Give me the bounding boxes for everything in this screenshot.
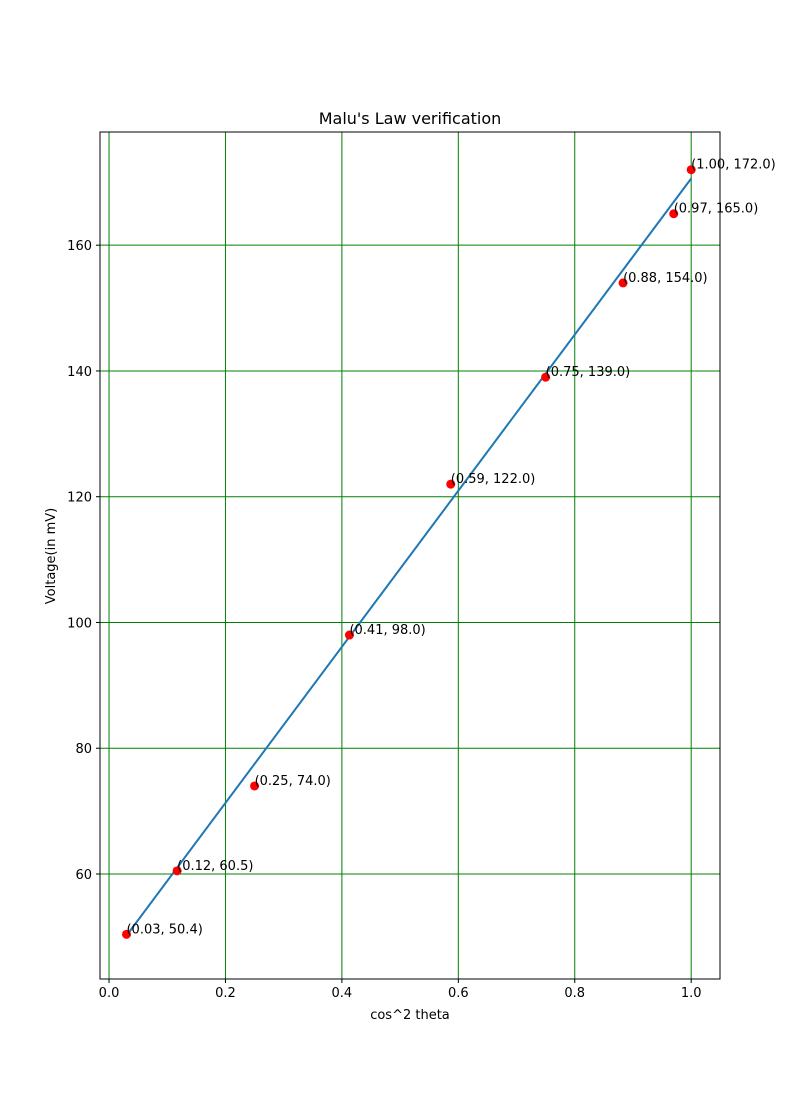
data-point-label: (1.00, 172.0) — [691, 158, 776, 173]
data-point-label: (0.88, 154.0) — [623, 271, 708, 286]
y-axis-label: Voltage(in mV) — [44, 508, 59, 604]
fit-line — [125, 177, 692, 937]
data-point-label: (0.41, 98.0) — [349, 623, 425, 638]
y-tick-label: 100 — [67, 616, 92, 631]
x-tick-label: 0.4 — [332, 986, 353, 1001]
data-point — [121, 929, 131, 939]
fit-line-layer — [125, 177, 692, 937]
data-point — [541, 372, 551, 382]
x-tick-label: 0.2 — [215, 986, 236, 1001]
x-tick-label: 0.6 — [448, 986, 469, 1001]
data-point-label: (0.12, 60.5) — [177, 859, 253, 874]
y-tick-label: 80 — [75, 742, 92, 757]
chart-title: Malu's Law verification — [319, 109, 502, 128]
data-point-label: (0.59, 122.0) — [451, 472, 536, 487]
data-point — [669, 209, 679, 219]
y-tick-label: 160 — [67, 239, 92, 254]
ticks: 0.0 0.2 0.4 0.6 0.8 1.0 60 80 100 120 140 160 — [67, 239, 701, 1001]
data-point-label: (0.25, 74.0) — [255, 774, 331, 789]
y-tick-label: 60 — [75, 868, 92, 883]
data-point — [172, 866, 182, 876]
x-tick-label: 1.0 — [681, 986, 702, 1001]
data-point — [344, 630, 354, 640]
data-point-label: (0.03, 50.4) — [126, 922, 202, 937]
y-tick-label: 120 — [67, 491, 92, 506]
data-point-label: (0.75, 139.0) — [546, 365, 631, 380]
plot-area-frame — [99, 131, 721, 980]
x-axis-label: cos^2 theta — [370, 1008, 450, 1023]
data-point — [250, 781, 260, 791]
x-tick-label: 0.0 — [99, 986, 120, 1001]
data-point — [446, 479, 456, 489]
data-point — [686, 165, 696, 175]
data-point-label: (0.97, 165.0) — [674, 202, 759, 217]
point-labels: (0.03, 50.4) (0.12, 60.5) (0.25, 74.0) (0.4… — [126, 158, 775, 938]
x-tick-label: 0.8 — [564, 986, 585, 1001]
data-point — [618, 278, 628, 288]
y-tick-label: 140 — [67, 365, 92, 380]
grid — [100, 132, 720, 979]
data-points — [121, 165, 696, 939]
